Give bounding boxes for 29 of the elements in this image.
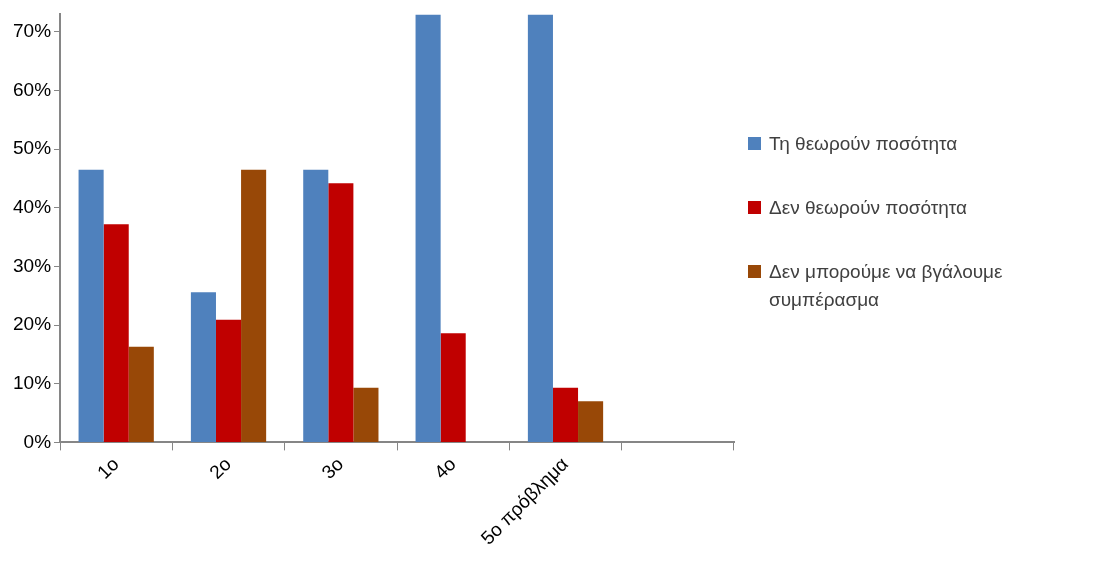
- bar: [241, 169, 267, 442]
- bar: [552, 387, 579, 442]
- bar: [215, 319, 242, 442]
- y-tick-label: 20%: [13, 313, 52, 335]
- legend-label: Τη θεωρούν ποσότητα: [769, 132, 958, 156]
- y-tick-label: 0%: [23, 430, 52, 452]
- bar: [328, 183, 354, 442]
- bar: [415, 14, 441, 442]
- x-tick-label: 1ο: [92, 453, 123, 483]
- y-tick-label: 10%: [13, 372, 52, 393]
- bar: [128, 346, 154, 442]
- bar: [353, 387, 379, 442]
- y-tick-label: 40%: [13, 196, 52, 218]
- bar: [578, 401, 604, 442]
- x-tick-label: 3ο: [317, 453, 348, 483]
- y-tick-label: 70%: [13, 20, 52, 42]
- legend-label: Δεν μπορούμε να βγάλουμε συμπέρασμα: [769, 260, 1004, 312]
- x-tick-label: 4ο: [429, 453, 460, 483]
- bar: [78, 169, 104, 442]
- bar: [440, 333, 466, 442]
- legend-label: Δεν θεωρούν ποσότητα: [769, 196, 968, 220]
- bar: [190, 292, 216, 442]
- bar: [527, 14, 553, 442]
- bar: [303, 169, 329, 442]
- y-tick-label: 50%: [13, 137, 52, 159]
- y-tick-label: 30%: [13, 254, 52, 276]
- bar: [103, 224, 129, 442]
- y-tick-label: 60%: [13, 78, 52, 100]
- x-tick-label: 2ο: [205, 453, 236, 483]
